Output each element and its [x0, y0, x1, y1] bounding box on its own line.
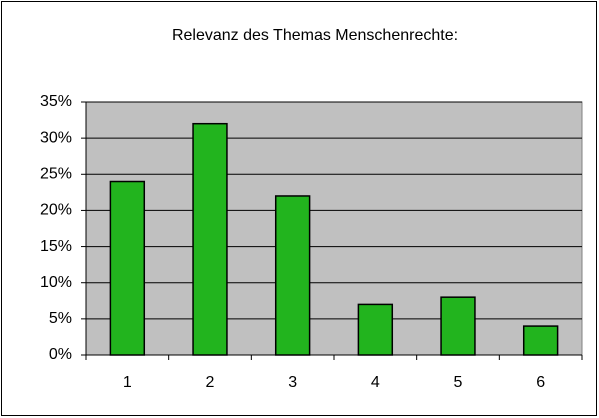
- x-tick-label: 5: [454, 374, 463, 391]
- plot-area: [85, 101, 583, 356]
- y-tick-label: 30%: [40, 129, 72, 146]
- bar: [522, 325, 559, 356]
- x-tick-label: 2: [206, 374, 215, 391]
- y-tick-label: 25%: [40, 166, 72, 183]
- bar: [109, 180, 146, 356]
- y-tick-label: 5%: [49, 310, 72, 327]
- x-tick-label: 1: [123, 374, 132, 391]
- chart-title: Relevanz des Themas Menschenrechte:: [172, 27, 458, 44]
- y-tick-label: 20%: [40, 202, 72, 219]
- y-tick-label: 0%: [49, 346, 72, 363]
- y-tick-label: 35%: [40, 93, 72, 110]
- bar: [440, 296, 476, 356]
- bar: [192, 122, 228, 356]
- bar: [274, 195, 311, 356]
- x-tick-label: 3: [288, 374, 297, 391]
- y-tick-label: 15%: [40, 238, 72, 255]
- x-tick-label: 6: [536, 374, 545, 391]
- bar: [357, 303, 394, 356]
- y-tick-label: 10%: [40, 274, 72, 291]
- x-tick-label: 4: [371, 374, 380, 391]
